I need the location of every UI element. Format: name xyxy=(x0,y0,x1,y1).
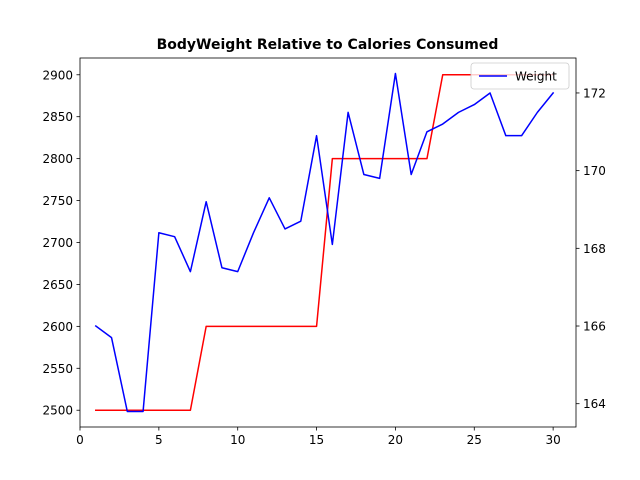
x-tick-label: 0 xyxy=(76,433,84,447)
y-left-tick-label: 2500 xyxy=(42,404,73,418)
y-left-tick-label: 2800 xyxy=(42,152,73,166)
legend-label: Weight xyxy=(515,70,557,84)
x-tick-label: 5 xyxy=(155,433,163,447)
y-right-tick-label: 168 xyxy=(583,242,606,256)
chart-title: BodyWeight Relative to Calories Consumed xyxy=(157,37,499,53)
y-left-tick-label: 2900 xyxy=(42,68,73,82)
y-left-tick-label: 2750 xyxy=(42,194,73,208)
y-left-tick-label: 2550 xyxy=(42,362,73,376)
x-tick-label: 20 xyxy=(388,433,403,447)
y-left-tick-label: 2700 xyxy=(42,236,73,250)
axes: 0 5 10 15 20 25 30 2500 2550 2600 2650 2700 2750 2800… xyxy=(42,57,606,447)
y-left-tick-label: 2850 xyxy=(42,110,73,124)
y-right-tick-label: 164 xyxy=(583,397,606,411)
y-right-tick-label: 172 xyxy=(583,86,606,100)
x-tick-label: 15 xyxy=(309,433,324,447)
x-tick-label: 10 xyxy=(230,433,245,447)
y-right-tick-label: 166 xyxy=(583,320,606,334)
x-tick-label: 25 xyxy=(467,433,482,447)
y-right-tick-label: 170 xyxy=(583,164,606,178)
y-left-tick-label: 2600 xyxy=(42,320,73,334)
legend-box xyxy=(470,62,570,90)
weight-line xyxy=(94,72,555,413)
y-left-tick-label: 2650 xyxy=(42,278,73,292)
legend: Weight xyxy=(470,62,570,90)
x-tick-label: 30 xyxy=(545,433,560,447)
